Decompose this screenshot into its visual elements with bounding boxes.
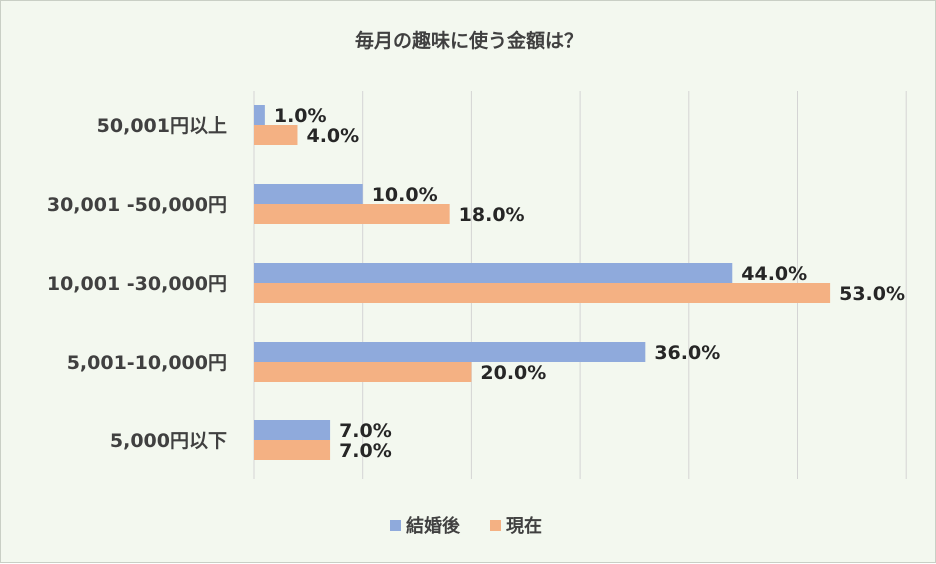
- bars: [254, 105, 831, 460]
- legend-swatch-0: [390, 520, 401, 531]
- legend-swatch-1: [490, 520, 501, 531]
- data-label-current-2: 53.0%: [839, 283, 905, 305]
- bar-current-4: [254, 440, 331, 460]
- bar-married-4: [254, 420, 331, 440]
- data-label-married-2: 44.0%: [741, 263, 807, 285]
- data-label-married-1: 10.0%: [372, 184, 438, 206]
- data-label-current-1: 18.0%: [459, 204, 525, 226]
- data-label-married-0: 1.0%: [274, 105, 327, 127]
- data-label-current-0: 4.0%: [306, 125, 359, 147]
- legend: 結婚後 現在: [390, 515, 542, 537]
- data-label-current-3: 20.0%: [480, 362, 546, 384]
- bar-current-0: [254, 125, 298, 145]
- data-label-married-3: 36.0%: [654, 342, 720, 364]
- bar-married-0: [254, 105, 265, 125]
- bar-current-2: [254, 283, 831, 303]
- chart-title: 毎月の趣味に使う金額は？: [355, 29, 583, 52]
- category-label-1: 30,001 -50,000円: [47, 194, 227, 216]
- category-label-0: 50,001円以上: [97, 115, 227, 137]
- category-label-4: 5,000円以下: [110, 430, 227, 452]
- bar-current-1: [254, 204, 450, 224]
- bar-married-1: [254, 184, 363, 204]
- data-label-married-4: 7.0%: [339, 420, 392, 442]
- bar-married-3: [254, 342, 646, 362]
- bar-married-2: [254, 263, 733, 283]
- legend-label-1: 現在: [506, 515, 542, 537]
- data-labels: 1.0% 10.0% 44.0% 36.0% 7.0% 4.0% 18.0% 53.0% 20.…: [274, 105, 905, 462]
- category-labels: 50,001円以上 30,001 -50,000円 10,001 -30,000円 5…: [47, 115, 227, 452]
- category-label-3: 5,001-10,000円: [67, 352, 227, 374]
- category-label-2: 10,001 -30,000円: [47, 273, 227, 295]
- data-label-current-4: 7.0%: [339, 440, 392, 462]
- bar-current-3: [254, 362, 472, 382]
- legend-label-0: 結婚後: [406, 515, 461, 537]
